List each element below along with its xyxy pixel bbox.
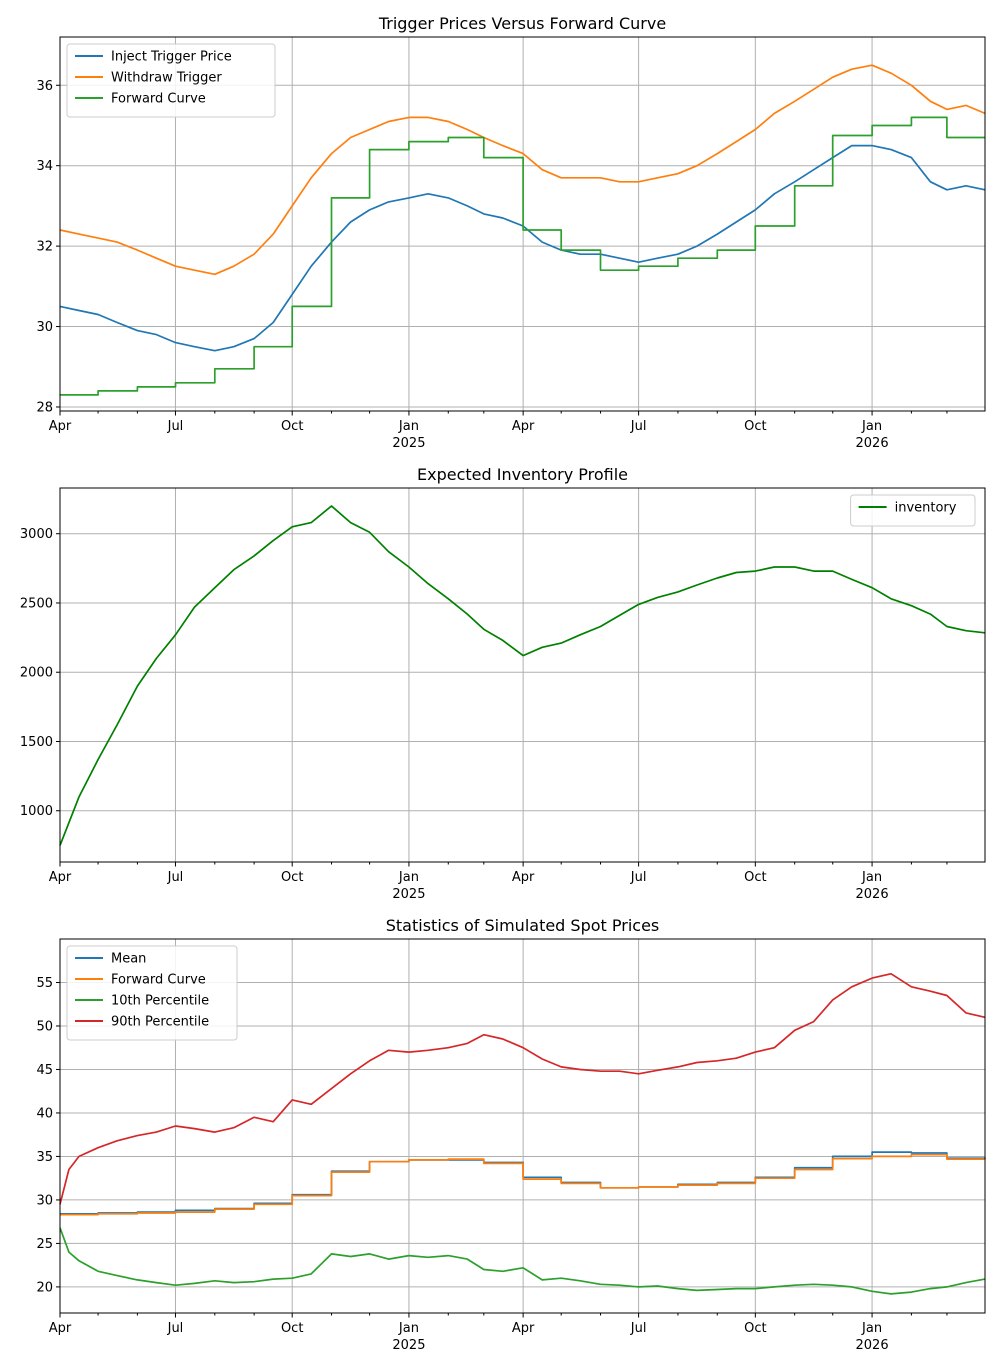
y-tick-label: 2000: [20, 666, 53, 681]
y-tick-label: 1500: [20, 735, 53, 750]
x-tick-label: Apr: [512, 870, 535, 885]
x-tick-label: Oct: [744, 870, 766, 885]
x-tick-label: Apr: [512, 1321, 535, 1336]
y-tick-label: 1000: [20, 804, 53, 819]
x-tick-label: Apr: [49, 419, 72, 434]
legend-label: 10th Percentile: [111, 994, 209, 1009]
legend: inventory: [850, 494, 976, 527]
y-tick-label: 2500: [20, 596, 53, 611]
x-tick-label: Jul: [630, 1321, 647, 1336]
x-tick-label: Jan: [398, 419, 419, 434]
x-tick-label: Jul: [630, 870, 647, 885]
x-tick-label: Jan: [861, 419, 882, 434]
x-tick-year-label: 2026: [856, 1338, 889, 1353]
series-line-forward-curve: [60, 116, 985, 396]
x-tick-label: Oct: [281, 419, 303, 434]
x-tick-year-label: 2025: [392, 1338, 425, 1353]
chart-title: Expected Inventory Profile: [417, 465, 628, 484]
legend-label: 90th Percentile: [111, 1015, 209, 1030]
y-tick-label: 40: [36, 1106, 53, 1121]
x-tick-year-label: 2025: [392, 887, 425, 902]
plot-frame: [59, 487, 986, 863]
x-tick-label: Oct: [281, 870, 303, 885]
x-tick-label: Apr: [512, 419, 535, 434]
y-tick-label: 32: [36, 240, 53, 255]
x-tick-label: Apr: [49, 1321, 72, 1336]
x-tick-year-label: 2026: [856, 436, 889, 451]
y-tick-label: 20: [36, 1280, 53, 1295]
chart-title: Statistics of Simulated Spot Prices: [386, 916, 660, 935]
chart-panel-3: Statistics of Simulated Spot Prices20253…: [36, 916, 986, 1353]
y-tick-label: 28: [36, 400, 53, 415]
legend-box: [66, 43, 276, 118]
x-tick-label: Jul: [167, 1321, 184, 1336]
y-tick-label: 30: [36, 320, 53, 335]
y-tick-label: 36: [36, 79, 53, 94]
y-tick-label: 45: [36, 1063, 53, 1078]
legend-label: Mean: [111, 952, 146, 967]
x-tick-label: Jan: [398, 1321, 419, 1336]
plot-frame: [59, 36, 986, 412]
series-line-mean: [60, 1151, 986, 1215]
y-tick-label: 35: [36, 1150, 53, 1165]
y-tick-label: 34: [36, 159, 53, 174]
x-tick-label: Jan: [398, 870, 419, 885]
y-tick-label: 3000: [20, 527, 53, 542]
x-tick-label: Jul: [167, 419, 184, 434]
x-tick-year-label: 2025: [392, 436, 425, 451]
legend-label: inventory: [895, 501, 957, 516]
chart-title: Trigger Prices Versus Forward Curve: [378, 14, 666, 33]
y-tick-label: 25: [36, 1237, 53, 1252]
legend: Mean Forward Curve 10th Percentile 90th Per…: [66, 945, 238, 1041]
x-tick-label: Oct: [744, 1321, 766, 1336]
series-line-10th-percentile: [59, 1227, 986, 1295]
legend: Inject Trigger Price Withdraw Trigger Forw…: [66, 43, 276, 118]
legend-label: Withdraw Trigger: [111, 71, 222, 86]
y-tick-label: 30: [36, 1193, 53, 1208]
x-tick-label: Jan: [861, 870, 882, 885]
x-tick-label: Jul: [630, 419, 647, 434]
x-tick-label: Apr: [49, 870, 72, 885]
x-tick-year-label: 2026: [856, 887, 889, 902]
y-tick-label: 55: [36, 976, 53, 991]
x-tick-label: Oct: [281, 1321, 303, 1336]
legend-box: [850, 494, 976, 527]
plot-frame: [59, 938, 986, 1314]
legend-box: [66, 945, 238, 1041]
series-line-forward-curve: [60, 1153, 985, 1216]
chart-panel-1: Trigger Prices Versus Forward Curve 28 30 3…: [36, 14, 986, 451]
x-tick-label: Oct: [744, 419, 766, 434]
chart-panel-2: Expected Inventory Profile 1000 1500 2000 25…: [20, 465, 986, 902]
series-line-inventory: [59, 505, 986, 846]
series-line-90th-percentile: [59, 972, 986, 1205]
series-line-withdraw-trigger: [59, 64, 986, 276]
x-tick-label: Jan: [861, 1321, 882, 1336]
x-tick-label: Jul: [167, 870, 184, 885]
legend-label: Inject Trigger Price: [111, 50, 232, 65]
legend-label: Forward Curve: [111, 92, 206, 107]
legend-label: Forward Curve: [111, 973, 206, 988]
y-tick-label: 50: [36, 1019, 53, 1034]
